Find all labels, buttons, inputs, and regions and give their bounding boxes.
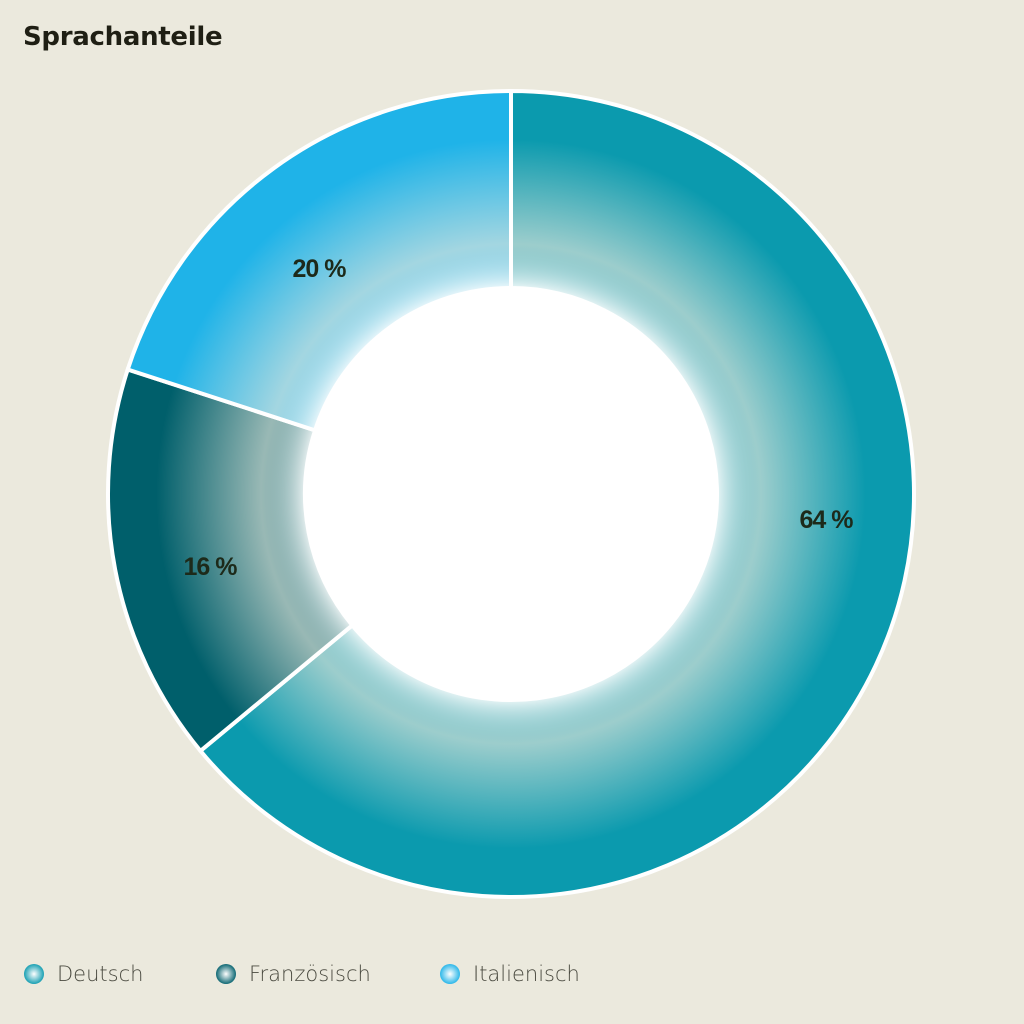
legend: Deutsch Französisch Italienisch (0, 962, 1024, 992)
data-label-französisch: 16 % (184, 553, 238, 581)
data-label-deutsch: 64 % (800, 506, 854, 534)
donut-hole (306, 289, 716, 699)
legend-swatch-franzoesisch (216, 964, 236, 984)
slice-deutsch[interactable] (197, 88, 916, 899)
legend-item-franzoesisch[interactable]: Französisch (216, 962, 371, 986)
slice-italienisch[interactable] (125, 88, 513, 433)
legend-label: Deutsch (57, 962, 144, 986)
slice-französisch[interactable] (106, 366, 356, 754)
legend-label: Französisch (249, 962, 371, 986)
legend-item-italienisch[interactable]: Italienisch (440, 962, 580, 986)
data-label-italienisch: 20 % (293, 255, 347, 283)
legend-item-deutsch[interactable]: Deutsch (24, 962, 143, 986)
legend-label: Italienisch (473, 962, 580, 986)
legend-swatch-italienisch (440, 964, 460, 984)
chart-title: Sprachanteile (23, 22, 223, 52)
legend-swatch-deutsch (24, 964, 44, 984)
